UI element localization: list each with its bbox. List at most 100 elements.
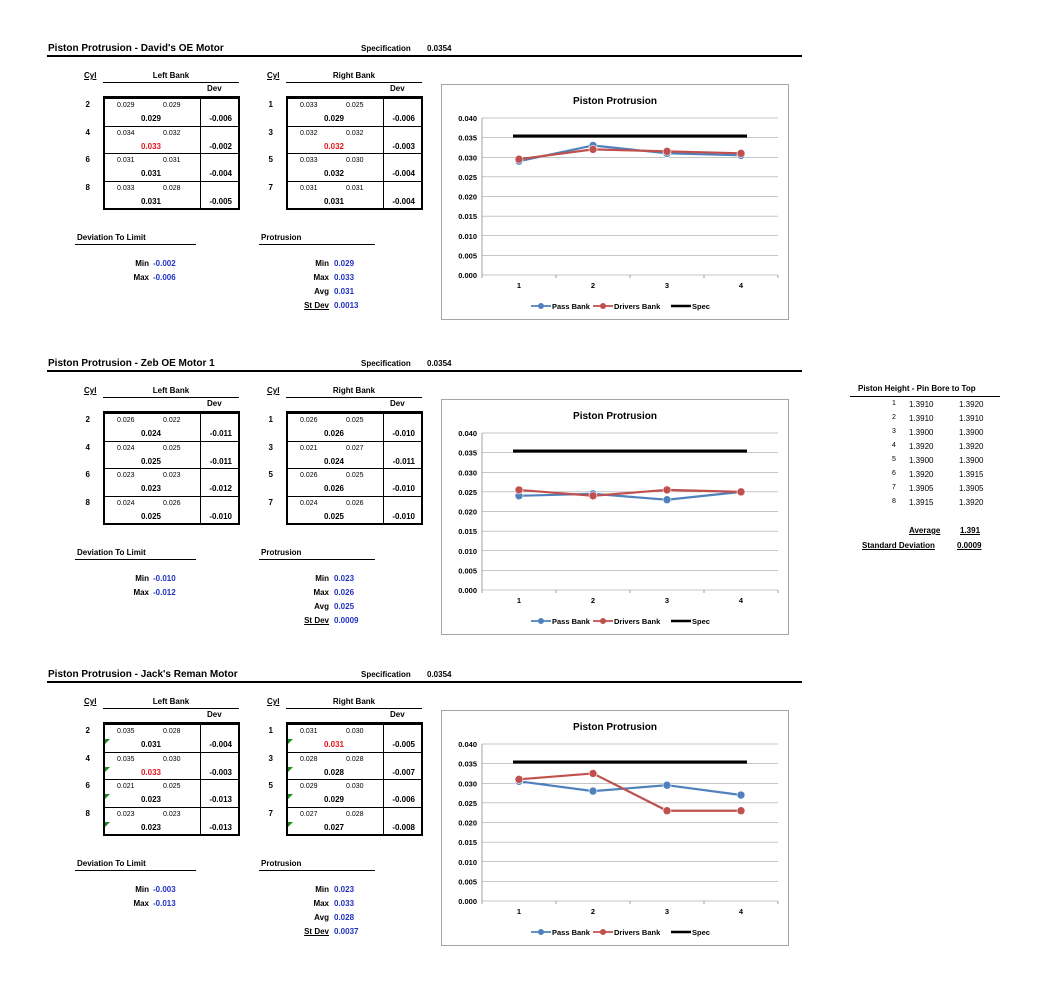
deviation-min-label: Min <box>135 259 149 268</box>
piston-number: 3 <box>892 428 896 435</box>
y-tick-label: 0.010 <box>458 858 477 867</box>
data-point <box>514 485 524 495</box>
x-tick-label: 3 <box>665 907 669 916</box>
series-line <box>518 148 742 161</box>
piston-height-panel: Piston Height - Pin Bore to Top 1 1.3910 1… <box>850 384 1000 559</box>
y-tick-label: 0.030 <box>458 153 477 162</box>
protrusion-stdev-label: St Dev <box>304 616 329 625</box>
deviation-value: -0.003 <box>392 141 415 151</box>
data-point <box>662 147 672 156</box>
green-marker <box>288 821 293 827</box>
y-tick-label: 0.010 <box>458 232 477 241</box>
measurement-2: 0.032 <box>163 129 181 137</box>
protrusion-min-value: 0.029 <box>334 259 355 268</box>
measurement-1: 0.024 <box>117 499 135 507</box>
right-bank-header-rule <box>286 708 422 709</box>
protrusion-value: 0.023 <box>140 822 162 832</box>
protrusion-value: 0.033 <box>140 767 162 777</box>
left-bank-dev-header: Dev <box>207 399 222 408</box>
left-bank-dev-header: Dev <box>207 84 222 93</box>
deviation-value: -0.005 <box>392 740 415 749</box>
measurement-2: 0.022 <box>163 417 181 424</box>
right-bank-header-rule <box>286 397 422 398</box>
section-title: Piston Protrusion - Zeb OE Motor 1 <box>48 358 215 369</box>
bank-row: 0.035 0.030 0.033 -0.003 <box>105 751 238 780</box>
bank-row: 0.029 0.029 0.029 -0.006 <box>105 98 238 126</box>
protrusion-max-value: 0.033 <box>334 899 355 908</box>
y-tick-label: 0.005 <box>458 566 477 575</box>
measurement-1: 0.035 <box>117 755 135 763</box>
data-point <box>662 495 672 505</box>
protrusion-value: 0.031 <box>140 740 162 749</box>
green-marker <box>105 739 110 744</box>
legend-label: Pass Bank <box>552 617 591 626</box>
protrusion-value: 0.024 <box>140 429 162 438</box>
piston-number: 8 <box>892 498 896 505</box>
protrusion-max-label: Max <box>313 588 329 597</box>
protrusion-max-value: 0.033 <box>334 273 355 282</box>
bank-row: 0.031 0.030 0.031 -0.005 <box>288 724 421 752</box>
section-title: Piston Protrusion - David's OE Motor <box>48 43 224 54</box>
protrusion-avg-label: Avg <box>314 602 329 611</box>
measurement-1: 0.021 <box>117 783 135 790</box>
protrusion-stdev-label: St Dev <box>304 927 329 936</box>
piston-height-b: 1.3900 <box>959 456 984 465</box>
motor-section: Piston Protrusion - Jack's Reman Motor Sp… <box>0 666 1044 976</box>
deviation-min-label: Min <box>135 574 149 583</box>
left-bank-table: 0.026 0.022 0.024 -0.011 0.024 0.025 0.025 -0.0… <box>103 411 240 525</box>
measurement-2: 0.023 <box>163 810 181 818</box>
protrusion-avg-value: 0.028 <box>334 913 355 922</box>
x-tick-label: 4 <box>739 596 744 605</box>
measurement-2: 0.031 <box>346 184 364 192</box>
y-tick-label: 0.000 <box>458 586 477 595</box>
x-tick-label: 4 <box>739 281 744 290</box>
section-rule <box>47 370 802 372</box>
protrusion-stdev-value: 0.0013 <box>334 301 359 310</box>
measurement-1: 0.035 <box>117 728 135 735</box>
right-bank-label: Right Bank <box>332 71 376 80</box>
left-bank-header-rule <box>103 397 239 398</box>
y-tick-label: 0.030 <box>458 468 477 477</box>
cylinder-number: 2 <box>85 415 90 424</box>
measurement-1: 0.024 <box>117 444 135 452</box>
right-bank-cyl-header: Cyl <box>267 71 280 80</box>
spec-value: 0.0354 <box>427 44 452 53</box>
section-rule <box>47 55 802 57</box>
green-marker <box>288 794 293 799</box>
deviation-value: -0.004 <box>209 169 232 178</box>
cylinder-number: 5 <box>268 781 273 790</box>
deviation-min-label: Min <box>135 885 149 894</box>
y-tick-label: 0.040 <box>458 114 477 123</box>
measurement-2: 0.032 <box>346 129 364 137</box>
green-marker <box>105 794 110 799</box>
cylinder-number: 3 <box>268 442 273 452</box>
cylinder-number: 8 <box>85 808 90 818</box>
measurement-1: 0.029 <box>300 783 318 790</box>
protrusion-avg-value: 0.031 <box>334 287 355 296</box>
y-tick-label: 0.030 <box>458 779 477 788</box>
deviation-value: -0.003 <box>209 767 232 777</box>
protrusion-value: 0.023 <box>140 484 162 493</box>
deviation-value: -0.013 <box>209 795 232 804</box>
legend-label: Drivers Bank <box>614 302 661 311</box>
deviation-value: -0.010 <box>209 511 232 521</box>
measurement-1: 0.026 <box>300 472 318 479</box>
data-point <box>662 485 672 495</box>
legend-label: Spec <box>692 928 710 937</box>
protrusion-value: 0.025 <box>140 511 162 521</box>
x-tick-label: 4 <box>739 907 744 916</box>
motor-section: Piston Protrusion - David's OE Motor Spec… <box>0 40 1044 350</box>
measurement-1: 0.021 <box>300 444 318 452</box>
protrusion-stdev-value: 0.0037 <box>334 927 359 936</box>
measurement-2: 0.028 <box>346 755 364 763</box>
piston-height-a: 1.3910 <box>909 400 934 409</box>
y-tick-label: 0.040 <box>458 429 477 438</box>
spec-label: Specification <box>361 670 411 679</box>
deviation-max-label: Max <box>133 273 149 282</box>
piston-height-rule <box>850 396 1000 397</box>
protrusion-min-label: Min <box>315 574 329 583</box>
left-bank-label: Left Bank <box>152 697 190 706</box>
deviation-value: -0.012 <box>209 484 232 493</box>
protrusion-value: 0.032 <box>323 169 345 178</box>
y-tick-label: 0.000 <box>458 271 477 280</box>
